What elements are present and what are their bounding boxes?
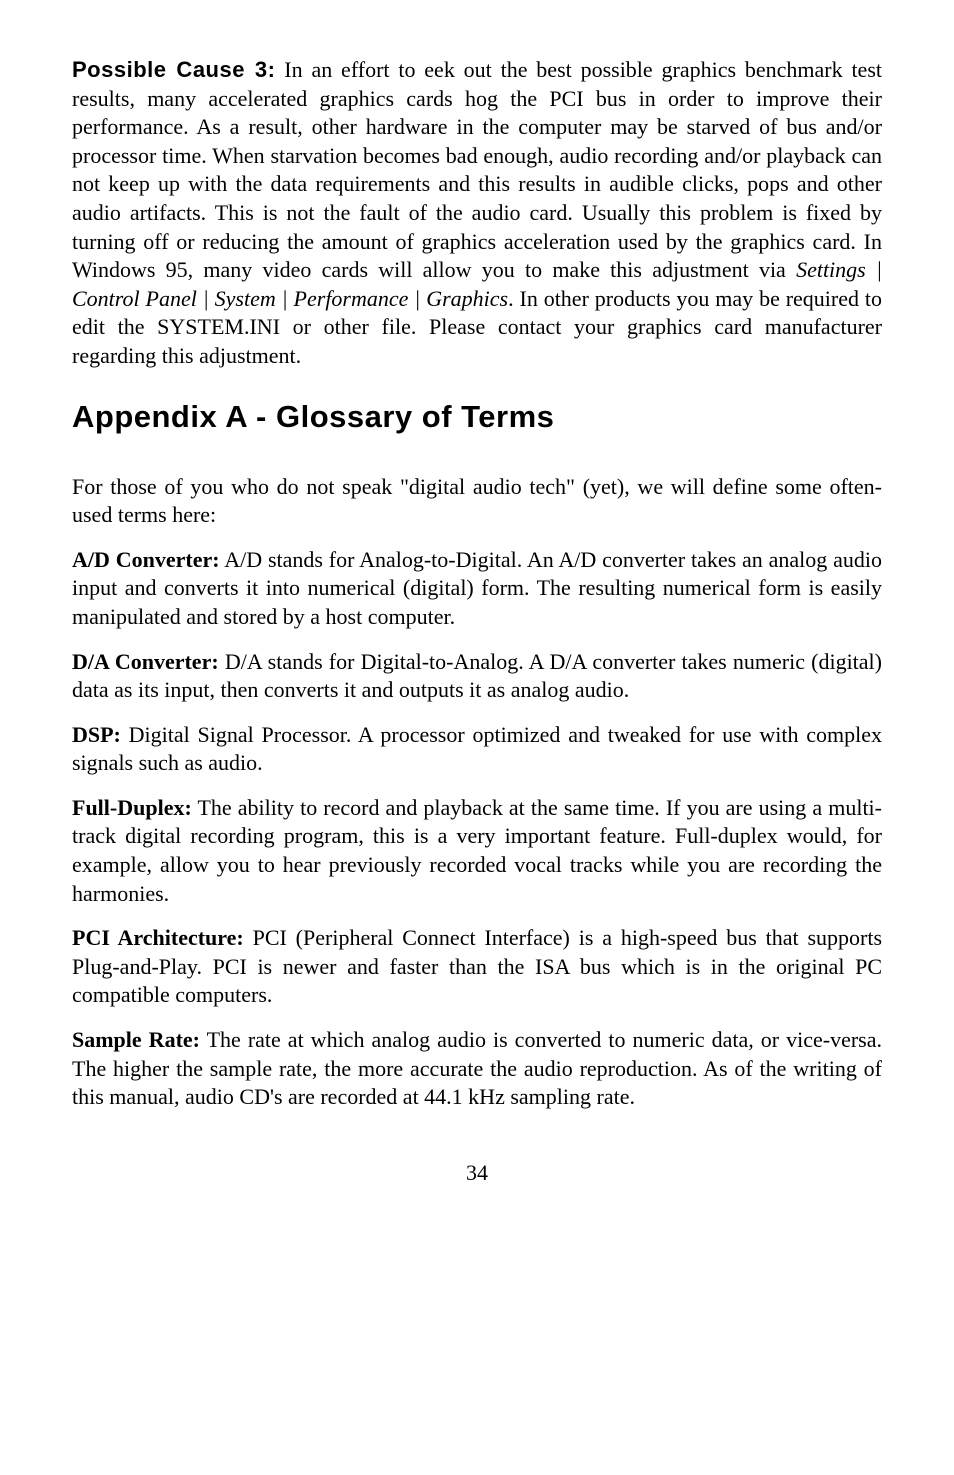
term-dsp-body: Digital Signal Processor. A processor op…: [72, 722, 882, 776]
appendix-heading: Appendix A - Glossary of Terms: [72, 399, 882, 435]
term-samplerate-label: Sample Rate:: [72, 1027, 200, 1052]
term-fullduplex-label: Full-Duplex:: [72, 795, 192, 820]
term-full-duplex: Full-Duplex: The ability to record and p…: [72, 794, 882, 908]
term-fullduplex-body: The ability to record and playback at th…: [72, 795, 882, 906]
term-pci-label: PCI Architecture:: [72, 925, 244, 950]
term-ad-converter: A/D Converter: A/D stands for Analog-to-…: [72, 546, 882, 632]
page-number: 34: [72, 1160, 882, 1186]
term-da-converter: D/A Converter: D/A stands for Digital-to…: [72, 648, 882, 705]
term-ad-label: A/D Converter:: [72, 547, 220, 572]
term-dsp: DSP: Digital Signal Processor. A process…: [72, 721, 882, 778]
cause-3-body-1: In an effort to eek out the best possibl…: [72, 57, 882, 282]
cause-3-paragraph: Possible Cause 3: In an effort to eek ou…: [72, 56, 882, 371]
term-dsp-label: DSP:: [72, 722, 121, 747]
term-da-label: D/A Converter:: [72, 649, 219, 674]
term-sample-rate: Sample Rate: The rate at which analog au…: [72, 1026, 882, 1112]
term-pci-architecture: PCI Architecture: PCI (Peripheral Connec…: [72, 924, 882, 1010]
cause-3-label: Possible Cause 3:: [72, 57, 275, 82]
glossary-intro: For those of you who do not speak "digit…: [72, 473, 882, 530]
